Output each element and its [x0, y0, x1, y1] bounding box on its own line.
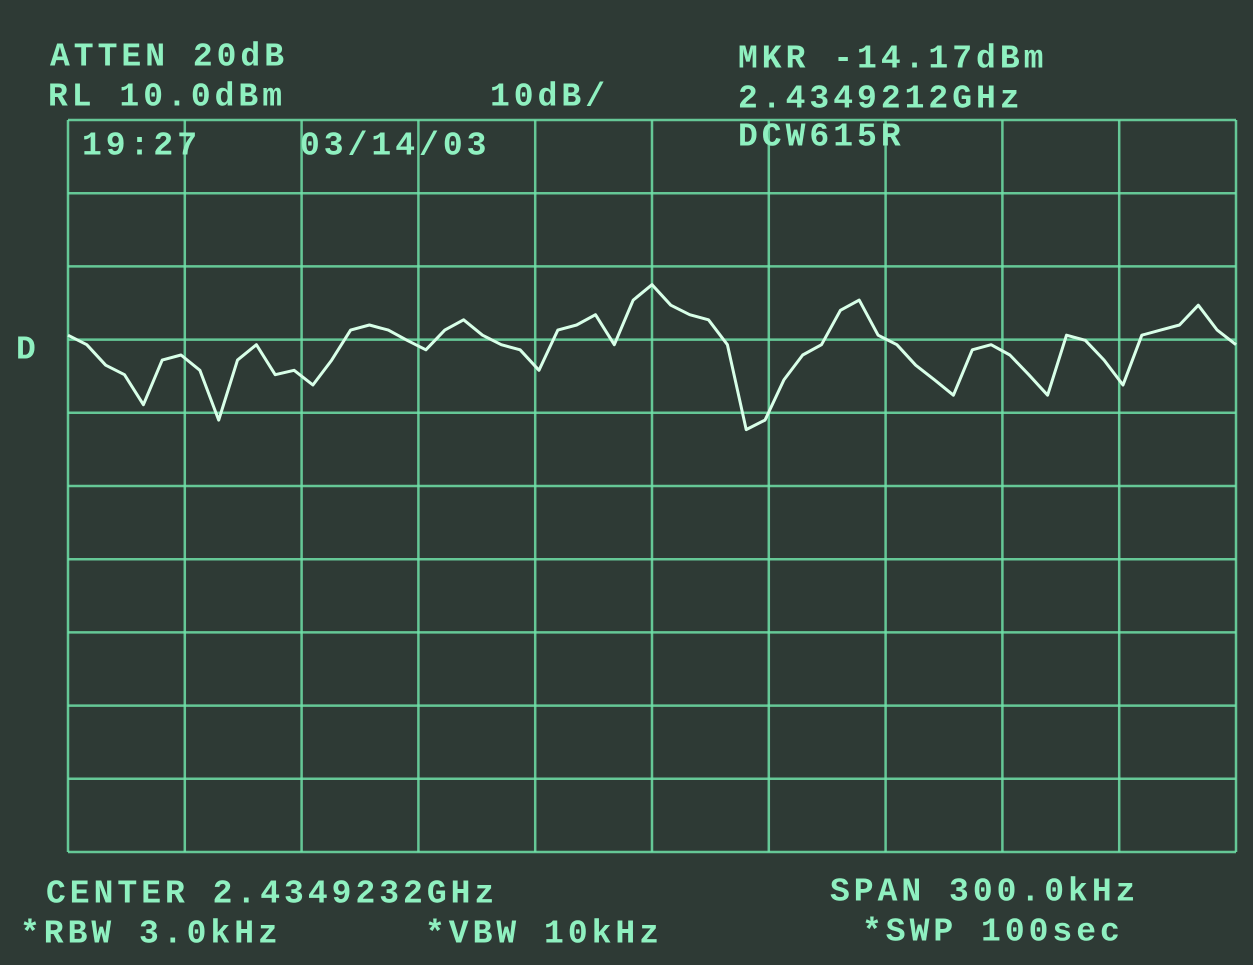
- marker-freq-label: 2.4349212GHz: [738, 81, 1024, 118]
- scale-label: 10dB/: [490, 79, 609, 116]
- sweep-label: *SWP 100sec: [862, 914, 1124, 951]
- time-label: 19:27: [82, 128, 201, 165]
- screen: ATTEN 20dB RL 10.0dBm 10dB/ MKR -14.17dB…: [0, 0, 1253, 965]
- page: {"chart_data": { "type": "line", "annota…: [0, 0, 1253, 965]
- atten-label: ATTEN 20dB: [50, 39, 288, 76]
- rbw-label: *RBW 3.0kHz: [20, 916, 282, 953]
- date-label: 03/14/03: [300, 128, 490, 165]
- span-label: SPAN 300.0kHz: [830, 874, 1139, 911]
- center-label: CENTER 2.4349232GHz: [46, 876, 498, 913]
- detector-label: D: [16, 332, 40, 369]
- vbw-label: *VBW 10kHz: [425, 916, 663, 953]
- ref-level-label: RL 10.0dBm: [48, 79, 286, 116]
- device-label: DCW615R: [738, 119, 905, 156]
- marker-level-label: MKR -14.17dBm: [738, 41, 1047, 78]
